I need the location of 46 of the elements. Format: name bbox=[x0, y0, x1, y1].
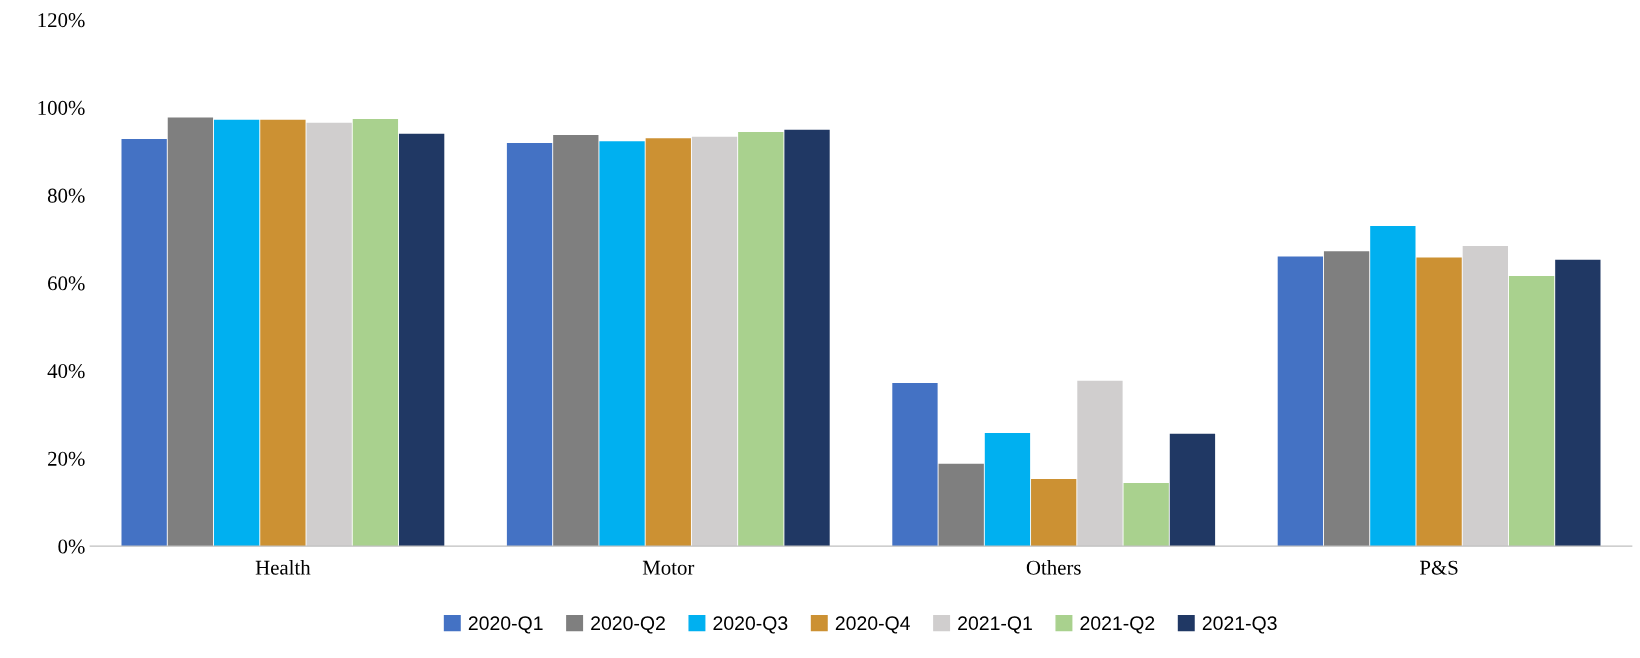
bar bbox=[306, 122, 352, 547]
bar bbox=[553, 135, 599, 547]
bar bbox=[121, 139, 167, 547]
bar bbox=[213, 119, 260, 547]
bar bbox=[1462, 246, 1509, 547]
y-tick-label: 100% bbox=[38, 100, 85, 115]
bar bbox=[352, 118, 399, 547]
x-tick-label: Health bbox=[255, 560, 311, 575]
y-tick-label: 0% bbox=[58, 539, 85, 554]
legend-label: 2021-Q1 bbox=[958, 616, 1032, 634]
y-tick-label: 20% bbox=[48, 451, 85, 466]
y-tick-label: 40% bbox=[47, 364, 85, 379]
bar bbox=[599, 141, 645, 547]
y-tick-label: 60% bbox=[48, 276, 85, 291]
x-tick-label: P&S bbox=[1420, 560, 1458, 575]
bar bbox=[938, 463, 984, 547]
y-tick-label: 80% bbox=[47, 188, 85, 203]
bar bbox=[1277, 256, 1324, 547]
bar bbox=[984, 432, 1031, 547]
legend-label: 2020-Q4 bbox=[835, 616, 910, 634]
bar bbox=[784, 129, 830, 547]
bar bbox=[167, 117, 214, 547]
bar bbox=[1031, 479, 1077, 547]
bar bbox=[1123, 482, 1169, 547]
bar bbox=[1370, 225, 1416, 547]
legend-label: 2021-Q3 bbox=[1202, 616, 1277, 634]
bar bbox=[260, 119, 306, 547]
legend-label: 2021-Q2 bbox=[1080, 616, 1155, 634]
legend-label: 2020-Q3 bbox=[713, 616, 788, 634]
bar bbox=[1508, 275, 1555, 547]
x-tick-label: Motor bbox=[642, 560, 695, 575]
bar bbox=[645, 138, 691, 547]
bar bbox=[691, 136, 738, 547]
bar bbox=[738, 132, 784, 547]
bar bbox=[398, 133, 445, 547]
bar bbox=[506, 143, 553, 547]
legend-label: 2020-Q1 bbox=[468, 616, 543, 634]
legend-label: 2020-Q2 bbox=[591, 616, 665, 634]
x-tick-label: Others bbox=[1026, 560, 1081, 575]
bar bbox=[1555, 259, 1601, 547]
bar bbox=[1323, 251, 1370, 547]
bar bbox=[1077, 380, 1123, 547]
bar bbox=[1416, 257, 1462, 547]
bar bbox=[1169, 433, 1216, 547]
bar bbox=[892, 382, 938, 547]
y-tick-label: 120% bbox=[38, 13, 85, 28]
